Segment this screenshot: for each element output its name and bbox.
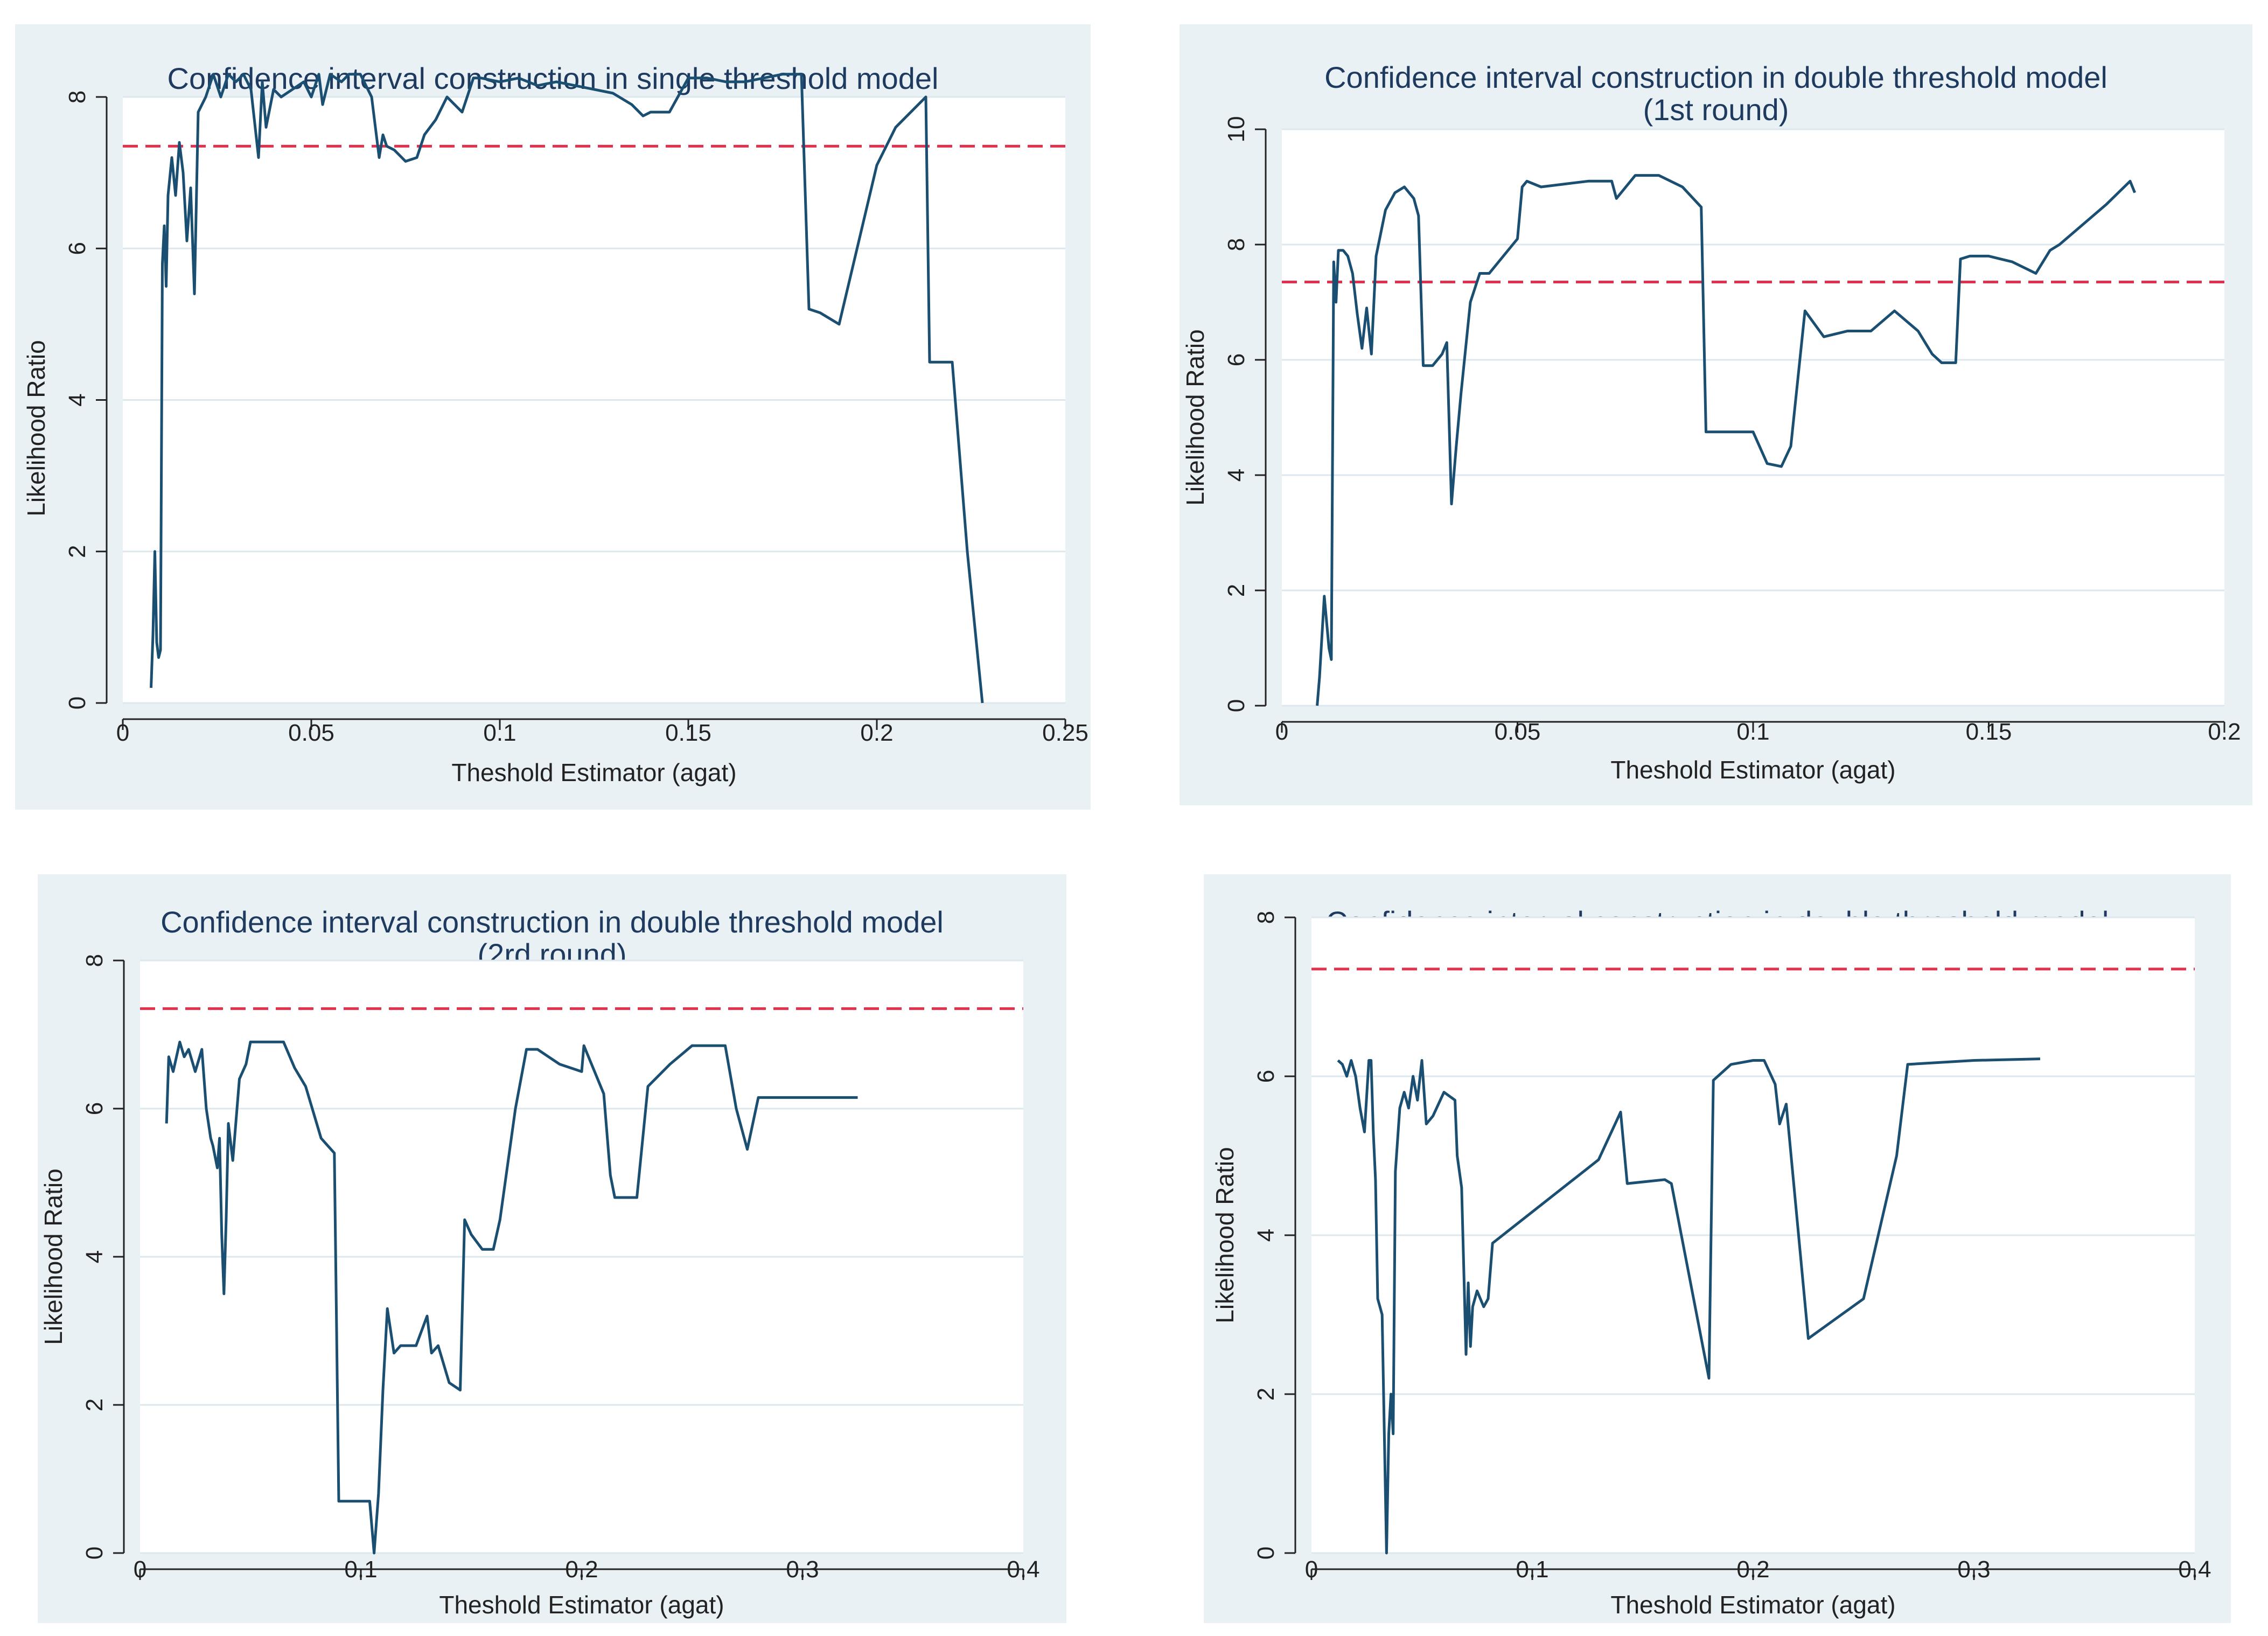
chart-2-x-tick-label-2: 0.1 [1736, 719, 1769, 745]
chart-2-x-tick-label-4: 0.2 [2208, 719, 2241, 745]
chart-2-y-tick-label-0: 0 [1223, 699, 1250, 712]
chart-1-x-tick-label-1: 0.05 [288, 720, 334, 746]
chart-1-y-tick-label-4: 8 [64, 90, 90, 103]
chart-1-x-tick-label-0: 0 [116, 720, 129, 746]
chart-3-x-tick-label-2: 0.2 [565, 1556, 598, 1583]
chart-4-y-tick-label-0: 0 [1253, 1547, 1279, 1560]
chart-1-title: Confidence interval construction in sing… [168, 61, 939, 95]
chart-panel-4: Confidence interval construction in doub… [1204, 874, 2231, 1623]
chart-3-svg: Confidence interval construction in doub… [39, 905, 1040, 1619]
chart-2-y-axis-label: Likelihood Ratio [1181, 329, 1209, 505]
chart-4-y-tick-label-2: 4 [1253, 1229, 1279, 1242]
chart-1-y-tick-label-1: 2 [64, 545, 90, 558]
chart-1-x-tick-label-2: 0.1 [483, 720, 516, 746]
chart-1-y-tick-label-3: 6 [64, 242, 90, 255]
chart-2-x-tick-label-1: 0.05 [1495, 719, 1541, 745]
chart-3-y-tick-label-1: 2 [81, 1398, 108, 1411]
chart-3-x-tick-label-0: 0 [134, 1556, 146, 1583]
chart-1-svg: Confidence interval construction in sing… [22, 61, 1088, 786]
chart-3-x-tick-label-1: 0.1 [344, 1556, 377, 1583]
chart-2-y-tick-label-5: 10 [1223, 116, 1250, 143]
chart-3-title: Confidence interval construction in doub… [160, 905, 944, 939]
chart-1-x-tick-label-5: 0.25 [1042, 720, 1088, 746]
chart-2-x-tick-label-3: 0.15 [1966, 719, 2012, 745]
chart-2-x-axis-label: Theshold Estimator (agat) [1610, 756, 1895, 784]
chart-2-y-tick-label-3: 6 [1223, 353, 1250, 366]
chart-1-y-axis-label: Likelihood Ratio [22, 340, 50, 516]
chart-3-y-tick-label-0: 0 [81, 1547, 108, 1560]
chart-2-y-tick-label-1: 2 [1223, 584, 1250, 597]
chart-4-y-tick-label-4: 8 [1253, 911, 1279, 924]
chart-4-y-axis-label: Likelihood Ratio [1211, 1147, 1239, 1323]
chart-2-plot-area [1282, 129, 2224, 706]
chart-3-y-tick-label-4: 8 [81, 954, 108, 967]
chart-4-x-tick-label-0: 0 [1305, 1556, 1318, 1583]
chart-1-y-tick-label-2: 4 [64, 393, 90, 406]
chart-2-svg: Confidence interval construction in doub… [1181, 60, 2241, 784]
chart-2-x-tick-label-0: 0 [1275, 719, 1288, 745]
chart-4-x-axis-label: Theshold Estimator (agat) [1610, 1591, 1895, 1619]
chart-3-x-tick-label-3: 0.3 [786, 1556, 819, 1583]
chart-4-y-tick-label-3: 6 [1253, 1070, 1279, 1083]
chart-3-y-tick-label-2: 4 [81, 1250, 108, 1263]
chart-3-y-axis-label: Likelihood Ratio [39, 1168, 67, 1345]
chart-1-x-tick-label-4: 0.2 [860, 720, 893, 746]
chart-panel-1: Confidence interval construction in sing… [15, 24, 1091, 810]
chart-4-x-tick-label-2: 0.2 [1736, 1556, 1769, 1583]
chart-3-x-tick-label-4: 0.4 [1007, 1556, 1039, 1583]
chart-1-series-line [150, 73, 984, 704]
chart-1-y-tick-label-0: 0 [64, 697, 90, 709]
chart-3-y-tick-label-3: 6 [81, 1102, 108, 1115]
chart-4-x-tick-label-3: 0.3 [1957, 1556, 1990, 1583]
chart-4-y-tick-label-1: 2 [1253, 1388, 1279, 1401]
chart-2-y-tick-label-4: 8 [1223, 238, 1250, 251]
chart-3-x-axis-label: Theshold Estimator (agat) [439, 1591, 724, 1619]
chart-4-svg: Confidence interval construction in doub… [1211, 905, 2211, 1619]
chart-panel-2: Confidence interval construction in doub… [1180, 24, 2252, 805]
chart-4-x-tick-label-4: 0.4 [2178, 1556, 2211, 1583]
chart-2-y-tick-label-2: 4 [1223, 469, 1250, 482]
chart-4-x-tick-label-1: 0.1 [1516, 1556, 1548, 1583]
chart-3-series-line [165, 1040, 858, 1555]
chart-1-x-axis-label: Theshold Estimator (agat) [451, 758, 736, 786]
chart-panel-3: Confidence interval construction in doub… [38, 874, 1066, 1623]
chart-1-x-tick-label-3: 0.15 [665, 720, 711, 746]
chart-2-title-line-2: (1st round) [1643, 93, 1789, 127]
chart-2-title: Confidence interval construction in doub… [1324, 60, 2108, 94]
chart-2-series-line [1316, 174, 2137, 706]
chart-4-series-line [1337, 1057, 2041, 1555]
